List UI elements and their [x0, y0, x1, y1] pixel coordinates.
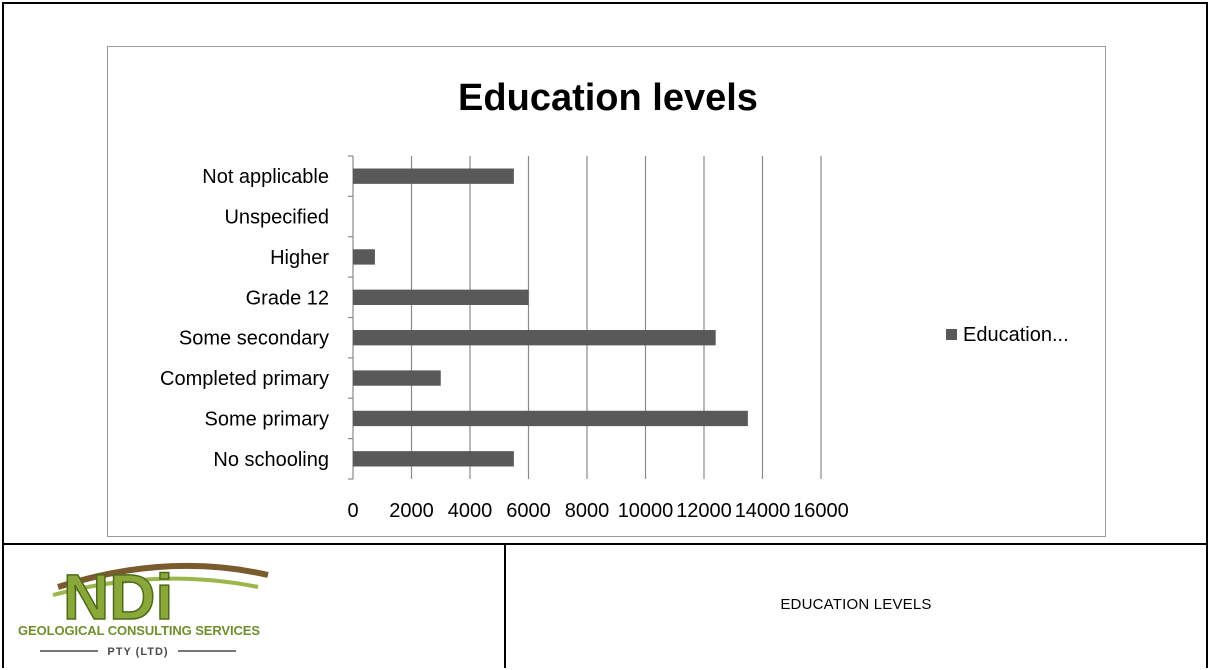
x-tick-label: 6000	[506, 500, 551, 522]
bar	[353, 451, 514, 467]
section-caption: EDUCATION LEVELS	[780, 596, 932, 613]
page-frame	[2, 2, 1208, 544]
bar	[353, 370, 441, 386]
category-label: Unspecified	[224, 207, 329, 229]
x-tick-label: 2000	[389, 500, 434, 522]
logo-line2: PTY (LTD)	[107, 646, 168, 658]
category-label: Completed primary	[160, 368, 329, 390]
x-tick-label: 10000	[618, 500, 674, 522]
logo-line1: GEOLOGICAL CONSULTING SERVICES	[18, 623, 260, 638]
bar	[353, 330, 716, 346]
legend: Education...	[946, 324, 1069, 346]
bar	[353, 168, 514, 184]
bar	[353, 249, 375, 265]
logo-graphic: NDi GEOLOGICAL CONSULTING SERVICES PTY (…	[18, 560, 269, 658]
category-label: Higher	[270, 247, 329, 269]
bar	[353, 289, 529, 305]
bar-chart: Education levels No schooling Some primar…	[160, 77, 1069, 522]
category-label: Grade 12	[246, 287, 329, 309]
x-tick-label: 0	[347, 500, 358, 522]
x-tick-label: 4000	[448, 500, 493, 522]
logo-swoosh	[57, 562, 269, 590]
legend-label: Education...	[963, 324, 1069, 346]
logo-mark: NDi	[63, 561, 173, 633]
x-tick-label: 12000	[676, 500, 732, 522]
x-tick-label: 14000	[735, 500, 791, 522]
category-label: Not applicable	[202, 166, 329, 188]
legend-swatch	[946, 329, 957, 340]
chart-area: Education levels No schooling Some primar…	[107, 46, 1106, 537]
logo-swoosh-2	[52, 576, 259, 597]
bar	[353, 410, 748, 427]
chart-title: Education levels	[458, 77, 758, 119]
x-tick-label: 16000	[793, 500, 849, 522]
footer-table	[2, 543, 1208, 668]
category-label: No schooling	[213, 449, 329, 471]
footer-divider	[504, 543, 506, 668]
company-logo: NDi GEOLOGICAL CONSULTING SERVICES PTY (…	[18, 547, 278, 665]
x-tick-label: 8000	[565, 500, 610, 522]
category-label: Some primary	[205, 408, 329, 430]
category-label: Some secondary	[179, 328, 329, 350]
